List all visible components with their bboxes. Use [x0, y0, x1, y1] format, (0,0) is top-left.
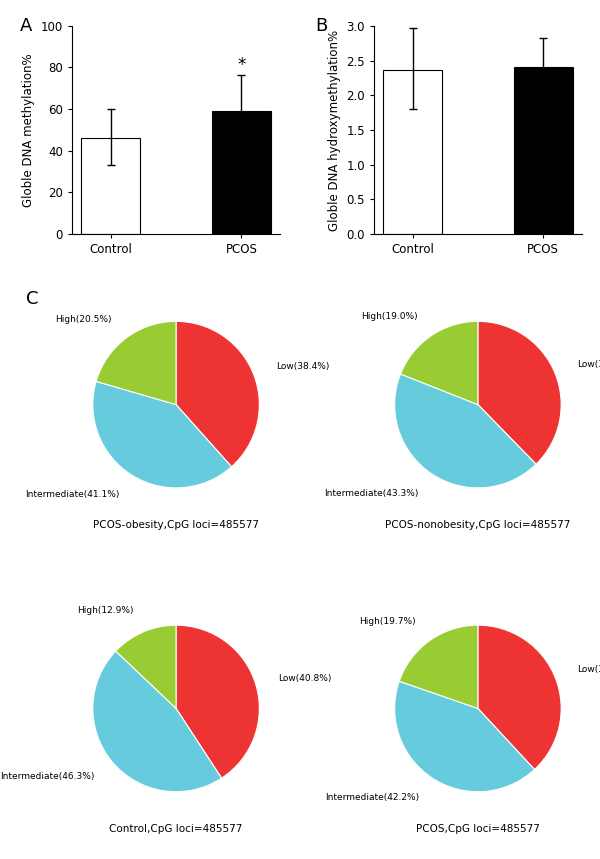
Wedge shape	[478, 625, 561, 770]
Text: Intermediate(46.3%): Intermediate(46.3%)	[0, 772, 94, 781]
Wedge shape	[395, 681, 535, 792]
Text: B: B	[316, 17, 328, 35]
Wedge shape	[395, 374, 536, 488]
Text: High(12.9%): High(12.9%)	[77, 606, 134, 615]
Text: Low(40.8%): Low(40.8%)	[278, 673, 332, 683]
Wedge shape	[176, 321, 259, 466]
Text: Intermediate(42.2%): Intermediate(42.2%)	[326, 793, 419, 802]
Title: PCOS,CpG loci=485577: PCOS,CpG loci=485577	[416, 824, 540, 834]
Wedge shape	[93, 381, 232, 488]
Text: High(20.5%): High(20.5%)	[56, 315, 112, 324]
Wedge shape	[96, 321, 176, 405]
Text: *: *	[237, 56, 245, 74]
Text: High(19.7%): High(19.7%)	[359, 617, 416, 626]
Y-axis label: Globle DNA methylation%: Globle DNA methylation%	[22, 53, 35, 207]
Bar	[82, 138, 140, 235]
Wedge shape	[401, 321, 478, 405]
Wedge shape	[116, 625, 176, 709]
Text: Low(37.7%): Low(37.7%)	[577, 360, 600, 369]
Bar	[383, 70, 442, 235]
Wedge shape	[478, 321, 561, 464]
Title: PCOS-obesity,CpG loci=485577: PCOS-obesity,CpG loci=485577	[93, 521, 259, 530]
Text: Low(38.4%): Low(38.4%)	[275, 362, 329, 371]
Text: Low(38.1%): Low(38.1%)	[577, 665, 600, 674]
Title: PCOS-nonobesity,CpG loci=485577: PCOS-nonobesity,CpG loci=485577	[385, 521, 571, 530]
Text: Intermediate(43.3%): Intermediate(43.3%)	[325, 489, 419, 498]
Text: C: C	[26, 290, 39, 308]
Wedge shape	[93, 651, 221, 792]
Wedge shape	[399, 625, 478, 709]
Bar	[212, 111, 271, 235]
Wedge shape	[176, 625, 259, 778]
Bar	[514, 68, 572, 235]
Y-axis label: Globle DNA hydroxymethylation%: Globle DNA hydroxymethylation%	[328, 29, 341, 230]
Title: Control,CpG loci=485577: Control,CpG loci=485577	[109, 824, 243, 834]
Text: High(19.0%): High(19.0%)	[361, 312, 418, 321]
Text: Intermediate(41.1%): Intermediate(41.1%)	[25, 490, 119, 499]
Text: A: A	[20, 17, 32, 35]
